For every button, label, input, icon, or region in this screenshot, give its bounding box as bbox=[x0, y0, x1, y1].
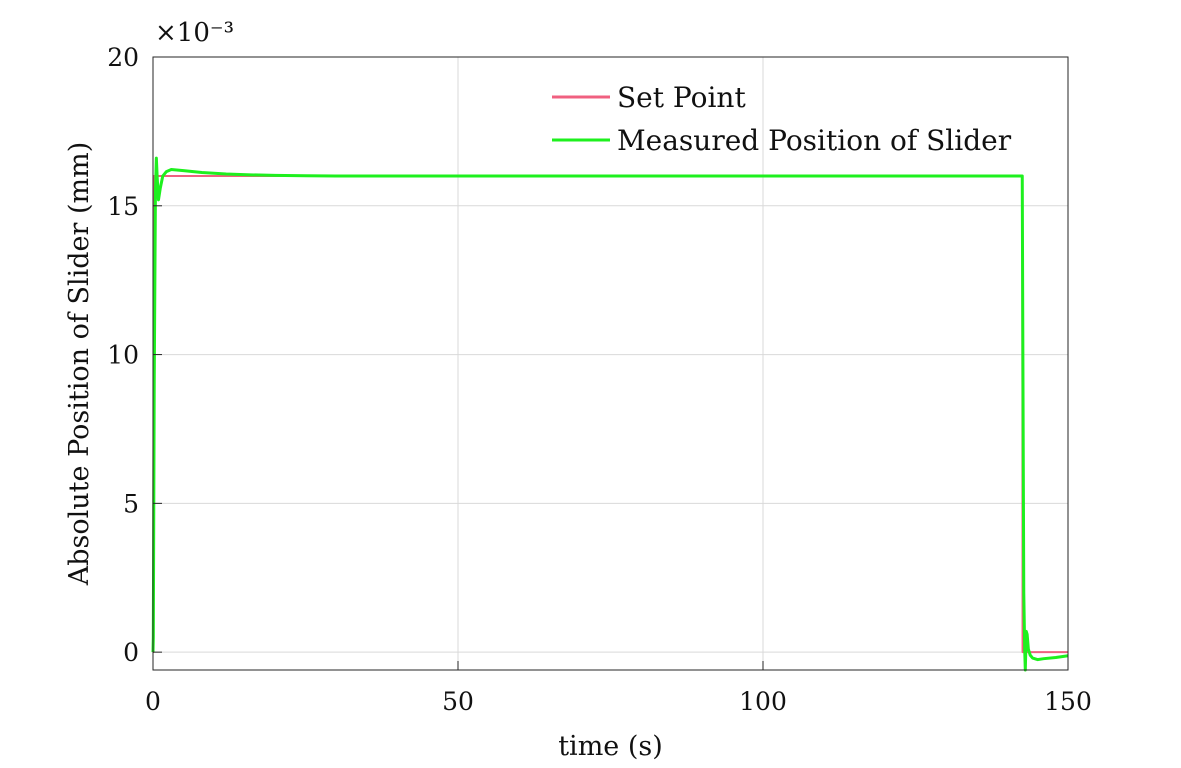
y-tick-label: 10 bbox=[107, 341, 139, 370]
y-axis-label: Absolute Position of Slider (mm) bbox=[64, 142, 95, 586]
ticks bbox=[152, 56, 1069, 670]
legend-label: Measured Position of Slider bbox=[617, 124, 1012, 157]
series-group bbox=[151, 156, 1069, 672]
y-scale-exponent: ×10⁻³ bbox=[155, 18, 234, 48]
y-tick-label: 15 bbox=[107, 192, 139, 221]
y-tick-label: 5 bbox=[123, 489, 139, 518]
x-tick-label: 50 bbox=[442, 687, 474, 716]
legend-label: Set Point bbox=[617, 81, 746, 114]
legend: Set Point Measured Position of Slider bbox=[552, 81, 1012, 157]
series-line-set-point bbox=[152, 175, 1068, 654]
y-tick-label: 0 bbox=[123, 638, 139, 667]
x-tick-label: 100 bbox=[739, 687, 787, 716]
x-tick-label: 0 bbox=[145, 687, 161, 716]
x-axis-label: time (s) bbox=[558, 731, 663, 762]
y-tick-label: 20 bbox=[107, 43, 139, 72]
x-tick-label: 150 bbox=[1044, 687, 1092, 716]
tick-labels: 0 50 100 150 0 5 10 15 20 bbox=[107, 43, 1092, 716]
plot-area-border bbox=[152, 56, 1069, 671]
series-line-measured-position bbox=[151, 156, 1069, 672]
